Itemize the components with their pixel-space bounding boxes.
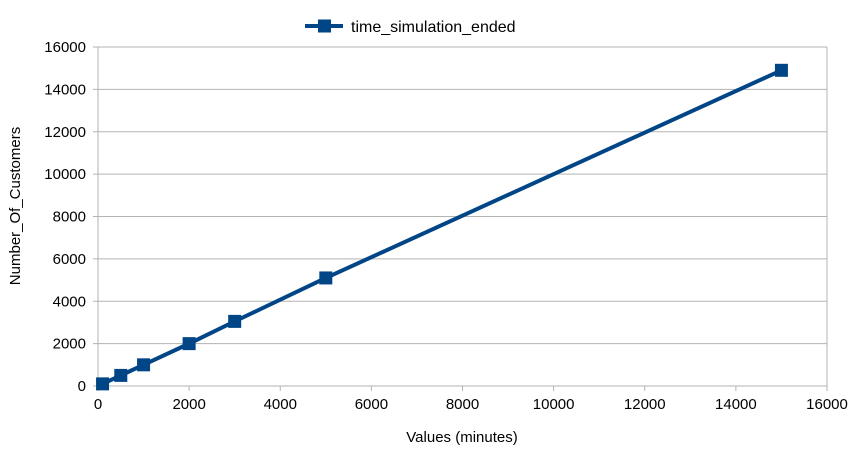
data-point xyxy=(137,358,151,372)
y-tick-labels: 0 2000 4000 6000 8000 10000 12000 14000 16000 xyxy=(44,39,86,395)
data-point xyxy=(319,271,333,285)
x-tick-label: 12000 xyxy=(624,396,666,413)
x-tick-label: 6000 xyxy=(355,396,388,413)
data-point xyxy=(182,337,196,351)
x-tick-labels: 0 2000 4000 6000 8000 10000 12000 14000 16000 xyxy=(94,396,848,413)
legend: time_simulation_ended xyxy=(305,19,516,36)
x-tick-label: 4000 xyxy=(264,396,297,413)
y-tick-label: 16000 xyxy=(44,39,86,56)
y-tick-label: 0 xyxy=(78,378,86,395)
x-tick-label: 16000 xyxy=(806,396,848,413)
y-tick-label: 2000 xyxy=(53,336,86,353)
data-point xyxy=(774,63,788,77)
y-tick-label: 4000 xyxy=(53,293,86,310)
y-tick-label: 8000 xyxy=(53,209,86,226)
y-tick-label: 14000 xyxy=(44,81,86,98)
x-tick-label: 2000 xyxy=(172,396,205,413)
series-time-simulation-ended xyxy=(96,63,788,391)
series-line xyxy=(101,68,783,386)
y-tick-label: 10000 xyxy=(44,166,86,183)
x-tick-label: 8000 xyxy=(446,396,479,413)
x-tick-label: 10000 xyxy=(533,396,575,413)
x-tick-label: 14000 xyxy=(715,396,757,413)
data-point xyxy=(114,368,128,382)
y-axis-label: Number_Of_Customers xyxy=(7,127,24,285)
x-axis-label: Values (minutes) xyxy=(406,429,517,446)
x-tick-label: 0 xyxy=(94,396,102,413)
data-point xyxy=(228,314,242,328)
legend-label: time_simulation_ended xyxy=(351,19,516,36)
legend-marker-icon xyxy=(318,19,331,33)
y-tick-label: 12000 xyxy=(44,124,86,141)
y-tick-label: 6000 xyxy=(53,251,86,268)
data-point xyxy=(96,377,110,391)
